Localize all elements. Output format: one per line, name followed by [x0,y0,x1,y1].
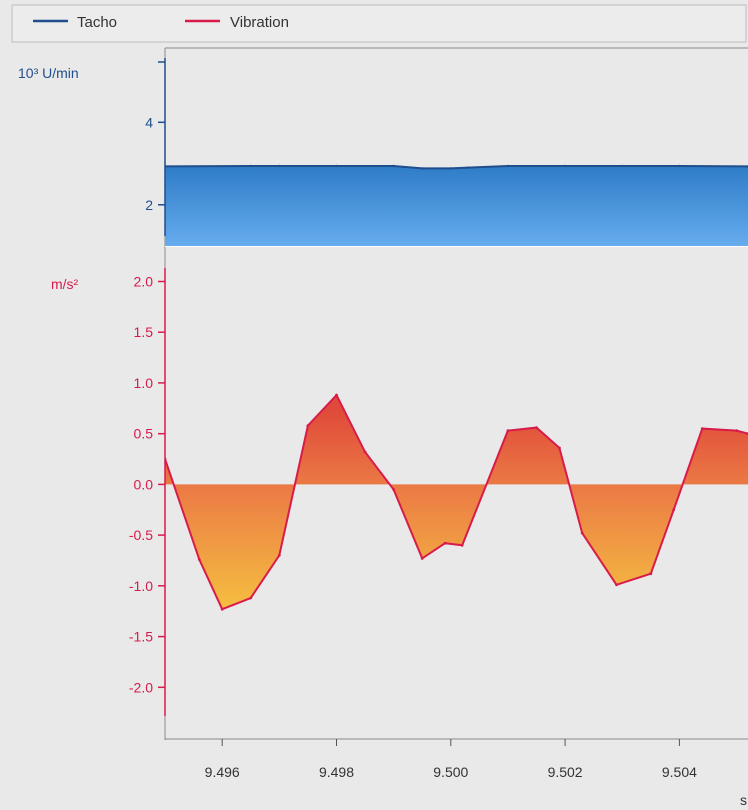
legend-item-tacho[interactable]: Tacho [33,14,117,31]
tacho-point [449,167,452,170]
tacho-y-tick-label: 2 [145,197,153,213]
tacho-y-axis: 10³ U/min 2 4 [18,58,166,236]
vibration-line [165,393,748,611]
x-tick-label: 9.502 [548,764,583,780]
vibration-point [580,531,584,535]
x-axis-unit-label: s [740,792,747,808]
legend-label-vibration: Vibration [230,14,289,31]
vibration-point [420,557,424,560]
legend-frame [11,4,747,43]
vibration-y-tick-label: 0.5 [134,426,154,442]
tacho-point [678,164,681,168]
vibration-point [649,572,653,576]
x-tick-label: 9.500 [433,764,468,780]
legend-item-vibration[interactable]: Vibration [185,14,289,31]
vibration-point [220,607,224,611]
vibration-point [558,446,561,450]
vibration-point [506,429,510,432]
vibration-y-tick-label: 1.5 [134,324,154,340]
vibration-point [249,596,253,600]
tacho-point [466,166,470,169]
x-axis: s 9.496 9.498 9.500 9.502 9.504 [205,739,747,808]
vibration-point [672,508,676,512]
tacho-panel [165,164,748,246]
vibration-y-tick-label: 1.0 [134,375,154,391]
vibration-point [443,541,447,545]
x-tick-label: 9.498 [319,764,354,780]
legend-label-tacho: Tacho [77,14,117,31]
tacho-y-tick-label: 4 [145,114,153,130]
vibration-area [165,395,748,610]
x-tick-label: 9.496 [205,764,240,780]
vibration-point [392,488,395,491]
tacho-y-label: 10³ U/min [18,65,79,81]
vibration-point [700,427,704,430]
tacho-point [249,164,252,168]
tacho-point [563,164,567,168]
tacho-point [506,164,510,168]
tacho-area [165,166,748,246]
vibration-y-tick-label: -1.5 [129,629,153,645]
tacho-point [421,167,424,170]
vibration-y-tick-label: 0.0 [134,476,154,492]
vibration-point [735,429,738,432]
vibration-y-tick-label: -2.0 [129,679,153,695]
vibration-point [306,424,310,427]
legend: Tacho Vibration [11,4,747,43]
vibration-point [335,393,338,397]
x-tick-label: 9.504 [662,764,697,780]
vibration-panel [165,393,748,611]
vibration-point [460,543,464,547]
vibration-y-tick-label: -0.5 [129,527,153,543]
vibration-point [363,450,367,454]
vibration-y-tick-label: -1.0 [129,578,153,594]
tacho-point [621,164,624,168]
vibration-point [197,558,201,561]
vibration-y-tick-label: 2.0 [134,274,154,290]
vibration-point [535,426,538,429]
vibration-y-axis: m/s² 2.0 1.5 1.0 0.5 0.0 -0.5 -1.0 -1.5 -2.0 [51,268,166,716]
tacho-point [278,164,281,168]
tacho-point [392,164,395,168]
vibration-point [277,554,281,557]
vibration-point [615,583,618,587]
vibration-y-label: m/s² [51,276,79,292]
tacho-point [335,164,338,168]
